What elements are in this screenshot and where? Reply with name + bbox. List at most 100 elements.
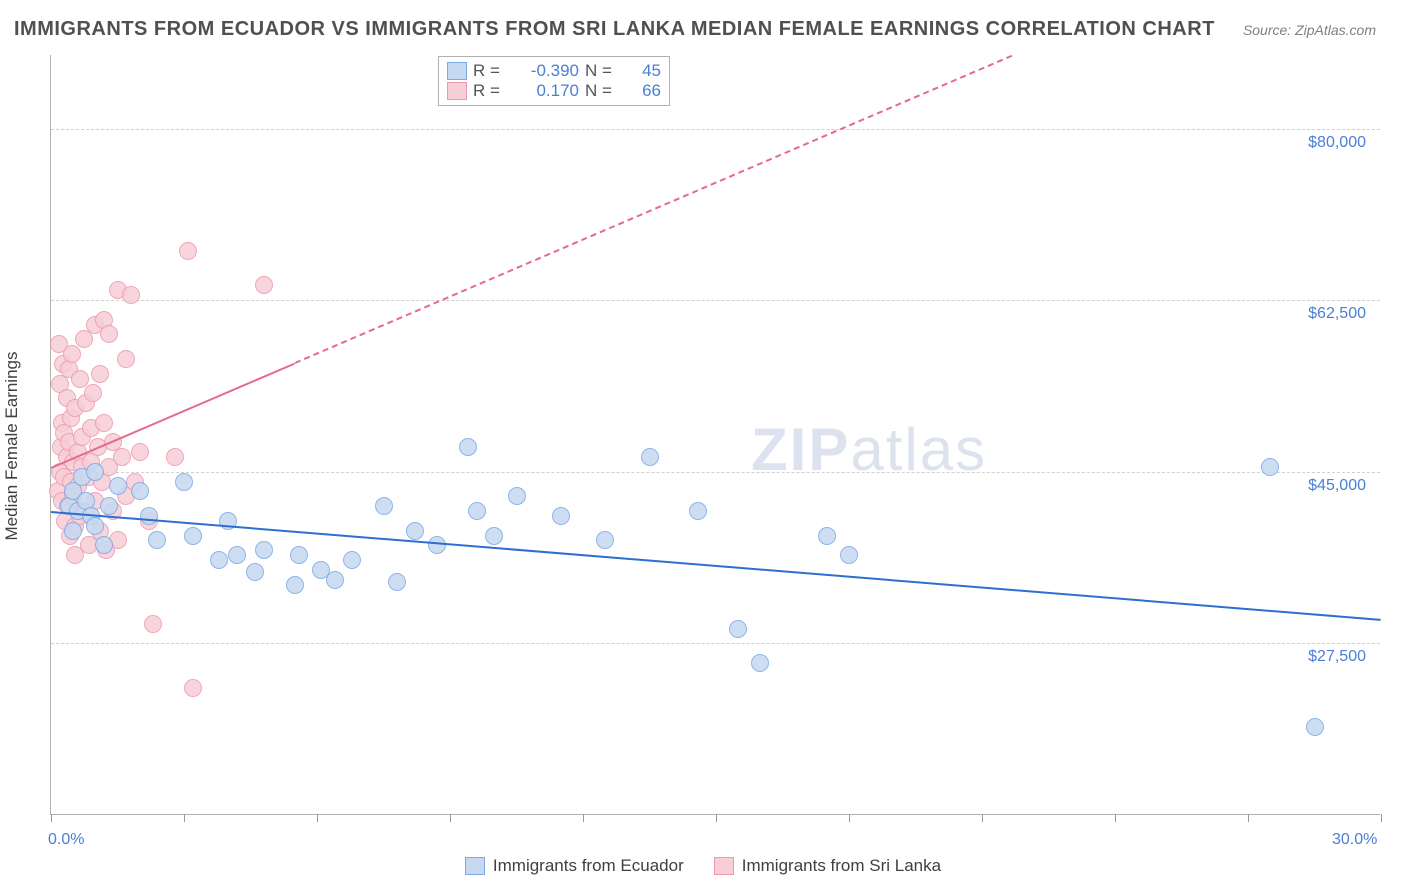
x-tick <box>1381 814 1382 822</box>
point-srilanka <box>117 350 135 368</box>
point-srilanka <box>63 345 81 363</box>
point-srilanka <box>100 325 118 343</box>
n-value-srilanka: 66 <box>621 81 661 101</box>
swatch-ecuador <box>465 857 485 875</box>
x-tick <box>1115 814 1116 822</box>
x-tick <box>849 814 850 822</box>
legend-row-srilanka: R = 0.170 N = 66 <box>447 81 661 101</box>
r-value-srilanka: 0.170 <box>509 81 579 101</box>
point-ecuador <box>818 527 836 545</box>
point-srilanka <box>66 546 84 564</box>
point-srilanka <box>166 448 184 466</box>
point-srilanka <box>95 414 113 432</box>
point-ecuador <box>375 497 393 515</box>
point-ecuador <box>552 507 570 525</box>
point-ecuador <box>95 536 113 554</box>
point-ecuador <box>286 576 304 594</box>
y-tick-label: $27,500 <box>1308 648 1366 666</box>
point-ecuador <box>86 463 104 481</box>
point-ecuador <box>255 541 273 559</box>
x-tick <box>317 814 318 822</box>
x-tick <box>1248 814 1249 822</box>
point-ecuador <box>1261 458 1279 476</box>
legend-item-srilanka: Immigrants from Sri Lanka <box>714 856 941 876</box>
legend-item-ecuador: Immigrants from Ecuador <box>465 856 684 876</box>
point-ecuador <box>406 522 424 540</box>
point-ecuador <box>641 448 659 466</box>
point-srilanka <box>131 443 149 461</box>
x-tick <box>450 814 451 822</box>
gridline-h <box>51 129 1380 130</box>
gridline-h <box>51 643 1380 644</box>
point-ecuador <box>388 573 406 591</box>
point-srilanka <box>255 276 273 294</box>
point-ecuador <box>148 531 166 549</box>
point-srilanka <box>122 286 140 304</box>
point-srilanka <box>91 365 109 383</box>
point-ecuador <box>109 477 127 495</box>
correlation-legend: R = -0.390 N = 45 R = 0.170 N = 66 <box>438 56 670 106</box>
source-name: ZipAtlas.com <box>1295 22 1376 38</box>
watermark-zip: ZIP <box>751 416 850 483</box>
point-ecuador <box>246 563 264 581</box>
scatter-plot: ZIPatlas $27,500$45,000$62,500$80,000 <box>50 55 1380 815</box>
legend-row-ecuador: R = -0.390 N = 45 <box>447 61 661 81</box>
point-srilanka <box>144 615 162 633</box>
r-label: R = <box>473 61 503 81</box>
x-tick-label: 0.0% <box>48 831 84 849</box>
point-ecuador <box>100 497 118 515</box>
watermark: ZIPatlas <box>751 415 987 484</box>
r-value-ecuador: -0.390 <box>509 61 579 81</box>
series-legend: Immigrants from Ecuador Immigrants from … <box>0 856 1406 876</box>
point-ecuador <box>428 536 446 554</box>
source-prefix: Source: <box>1243 22 1295 38</box>
swatch-ecuador <box>447 62 467 80</box>
point-ecuador <box>228 546 246 564</box>
point-ecuador <box>86 517 104 535</box>
point-ecuador <box>326 571 344 589</box>
point-srilanka <box>84 384 102 402</box>
gridline-h <box>51 300 1380 301</box>
point-srilanka <box>179 242 197 260</box>
point-ecuador <box>596 531 614 549</box>
x-tick <box>982 814 983 822</box>
point-srilanka <box>71 370 89 388</box>
swatch-srilanka <box>714 857 734 875</box>
point-ecuador <box>175 473 193 491</box>
point-srilanka <box>113 448 131 466</box>
point-ecuador <box>459 438 477 456</box>
point-srilanka <box>75 330 93 348</box>
point-srilanka <box>184 679 202 697</box>
watermark-atlas: atlas <box>850 416 987 483</box>
point-ecuador <box>485 527 503 545</box>
x-tick <box>716 814 717 822</box>
point-ecuador <box>689 502 707 520</box>
point-ecuador <box>468 502 486 520</box>
x-tick <box>583 814 584 822</box>
n-label: N = <box>585 61 615 81</box>
series-name-srilanka: Immigrants from Sri Lanka <box>742 856 941 876</box>
y-axis-title: Median Female Earnings <box>2 352 22 541</box>
point-ecuador <box>131 482 149 500</box>
point-ecuador <box>64 522 82 540</box>
source-attribution: Source: ZipAtlas.com <box>1243 22 1376 38</box>
point-ecuador <box>343 551 361 569</box>
point-ecuador <box>184 527 202 545</box>
point-ecuador <box>729 620 747 638</box>
y-tick-label: $80,000 <box>1308 134 1366 152</box>
x-tick <box>51 814 52 822</box>
chart-title: IMMIGRANTS FROM ECUADOR VS IMMIGRANTS FR… <box>14 18 1215 41</box>
series-name-ecuador: Immigrants from Ecuador <box>493 856 684 876</box>
point-ecuador <box>1306 718 1324 736</box>
gridline-h <box>51 472 1380 473</box>
x-tick <box>184 814 185 822</box>
y-tick-label: $62,500 <box>1308 305 1366 323</box>
point-ecuador <box>840 546 858 564</box>
point-ecuador <box>290 546 308 564</box>
n-label: N = <box>585 81 615 101</box>
swatch-srilanka <box>447 82 467 100</box>
n-value-ecuador: 45 <box>621 61 661 81</box>
point-ecuador <box>751 654 769 672</box>
x-tick-label: 30.0% <box>1332 831 1377 849</box>
point-ecuador <box>140 507 158 525</box>
